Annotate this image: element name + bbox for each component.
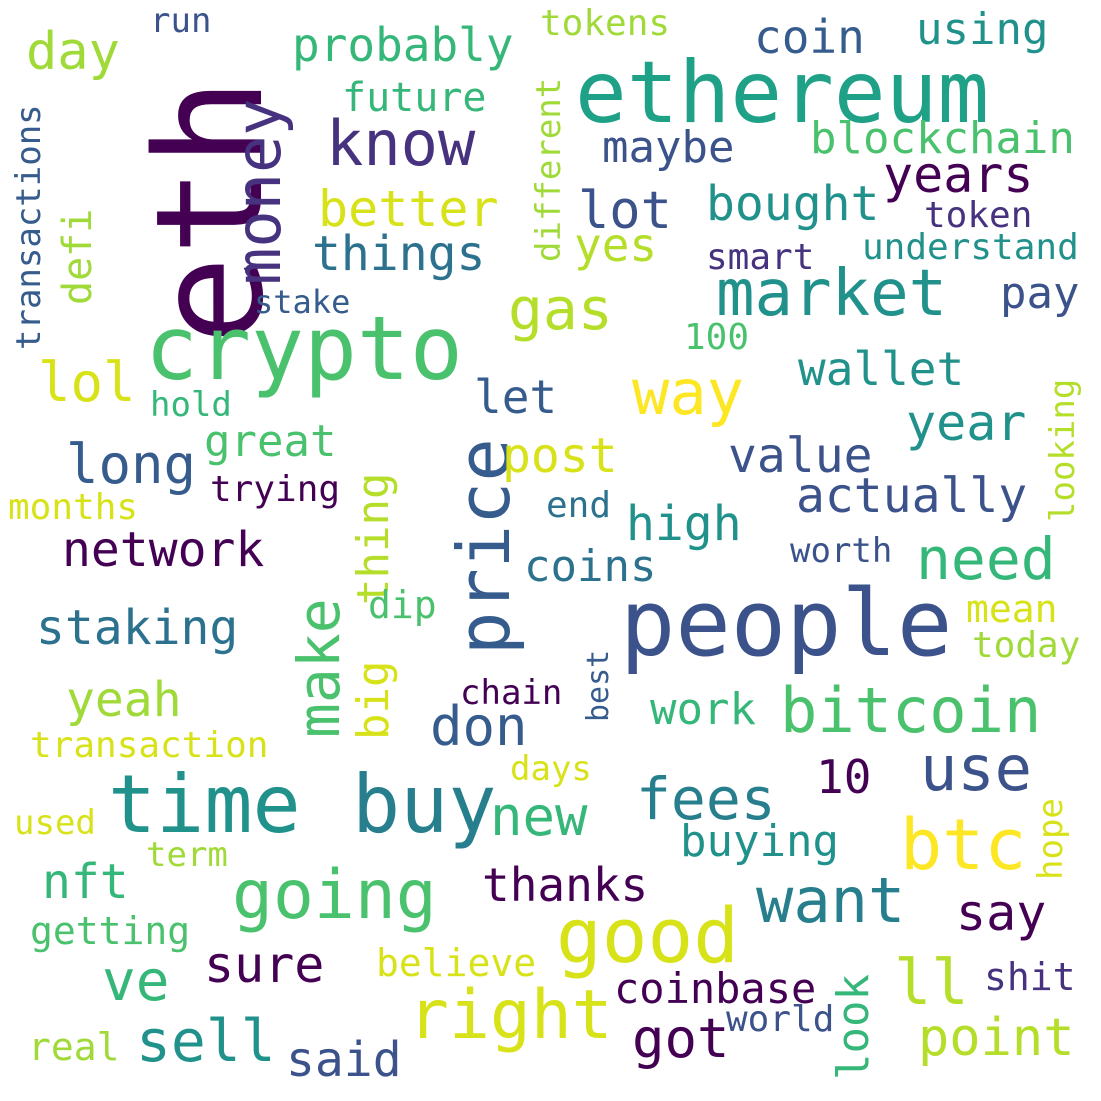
word-term: term (146, 835, 228, 875)
word-money: money (222, 98, 295, 285)
word-lol: lol (38, 351, 136, 414)
word-network: network (62, 522, 265, 578)
word-yeah: yeah (66, 672, 182, 728)
word-got: got (632, 1007, 730, 1070)
word-probably: probably (292, 18, 514, 72)
word-btc: btc (900, 804, 1027, 886)
word-different: different (529, 77, 569, 262)
word-coinbase: coinbase (614, 964, 817, 1013)
word-world: world (726, 999, 835, 1040)
word-mean: mean (966, 587, 1058, 631)
word-make: make (285, 598, 353, 738)
word-know: know (326, 107, 476, 180)
word-100: 100 (684, 317, 750, 358)
word-future: future (342, 75, 487, 121)
word-run: run (150, 1, 212, 41)
word-lot: lot (578, 181, 672, 241)
word-big: big (348, 660, 399, 740)
word-look: look (828, 974, 879, 1080)
word-dip: dip (368, 583, 437, 627)
word-shit: shit (984, 955, 1076, 999)
word-value: value (728, 428, 873, 484)
word-worth: worth (790, 531, 893, 571)
word-believe: believe (376, 941, 537, 985)
word-coin: coin (754, 10, 865, 64)
word-pay: pay (1000, 268, 1080, 319)
word-year: year (906, 394, 1027, 452)
word-way: way (632, 356, 744, 429)
word-chain: chain (460, 673, 563, 713)
word-transactions: transactions (9, 104, 49, 350)
word-say: say (956, 884, 1047, 942)
word-point: point (918, 1008, 1075, 1068)
word-today: today (972, 625, 1081, 666)
word-thanks: thanks (482, 858, 649, 912)
word-don: don (430, 695, 528, 758)
word-gas: gas (508, 275, 613, 343)
word-new: new (490, 785, 588, 848)
word-people: people (620, 570, 953, 677)
word-long: long (66, 433, 197, 496)
word-post: post (502, 428, 618, 484)
word-real: real (28, 1025, 120, 1069)
word-use: use (920, 732, 1032, 805)
word-bought: bought (706, 176, 880, 232)
word-sure: sure (204, 936, 325, 994)
word-days: days (510, 749, 592, 789)
word-10: 10 (816, 750, 872, 804)
word-crypto: crypto (145, 297, 463, 400)
word-time: time (108, 758, 301, 851)
word-yes: yes (574, 218, 658, 272)
word-coins: coins (524, 541, 657, 592)
word-let: let (474, 370, 558, 424)
word-defi: defi (55, 208, 101, 305)
word-months: months (8, 487, 139, 528)
word-smart: smart (706, 237, 815, 278)
word-great: great (204, 416, 337, 467)
word-sell: sell (136, 1007, 276, 1075)
word-end: end (546, 485, 612, 526)
word-maybe: maybe (602, 122, 735, 173)
word-staking: staking (36, 600, 239, 656)
word-ethereum: ethereum (575, 43, 990, 143)
word-best: best (581, 649, 616, 722)
word-token: token (924, 195, 1033, 236)
word-market: market (716, 257, 948, 331)
word-getting: getting (30, 909, 191, 953)
word-good: good (556, 891, 740, 980)
word-blockchain: blockchain (810, 113, 1075, 164)
word-actually: actually (796, 468, 1028, 524)
word-ve: ve (102, 949, 170, 1014)
word-things: things (312, 226, 486, 282)
word-hold: hold (150, 385, 232, 425)
word-right: right (408, 976, 613, 1055)
word-used: used (14, 803, 96, 843)
word-need: need (916, 525, 1056, 593)
word-fees: fees (636, 765, 776, 833)
word-hope: hope (1031, 798, 1071, 880)
word-stake: stake (254, 283, 351, 321)
word-better: better (318, 180, 499, 238)
word-transaction: transaction (30, 725, 269, 766)
word-ll: ll (894, 946, 969, 1019)
word-buy: buy (352, 758, 497, 851)
word-looking: looking (1043, 378, 1083, 522)
word-tokens: tokens (540, 3, 671, 44)
word-work: work (650, 684, 756, 735)
word-understand: understand (862, 227, 1079, 268)
word-trying: trying (210, 469, 341, 510)
word-bitcoin: bitcoin (780, 674, 1042, 747)
word-said: said (286, 1032, 402, 1088)
word-day: day (26, 22, 120, 82)
word-years: years (883, 146, 1034, 204)
word-wallet: wallet (798, 342, 965, 396)
word-going: going (232, 856, 437, 935)
word-buying: buying (680, 816, 839, 867)
word-nft: nft (42, 854, 129, 910)
word-high: high (626, 496, 742, 552)
word-using: using (916, 4, 1049, 55)
word-want: want (756, 864, 906, 937)
